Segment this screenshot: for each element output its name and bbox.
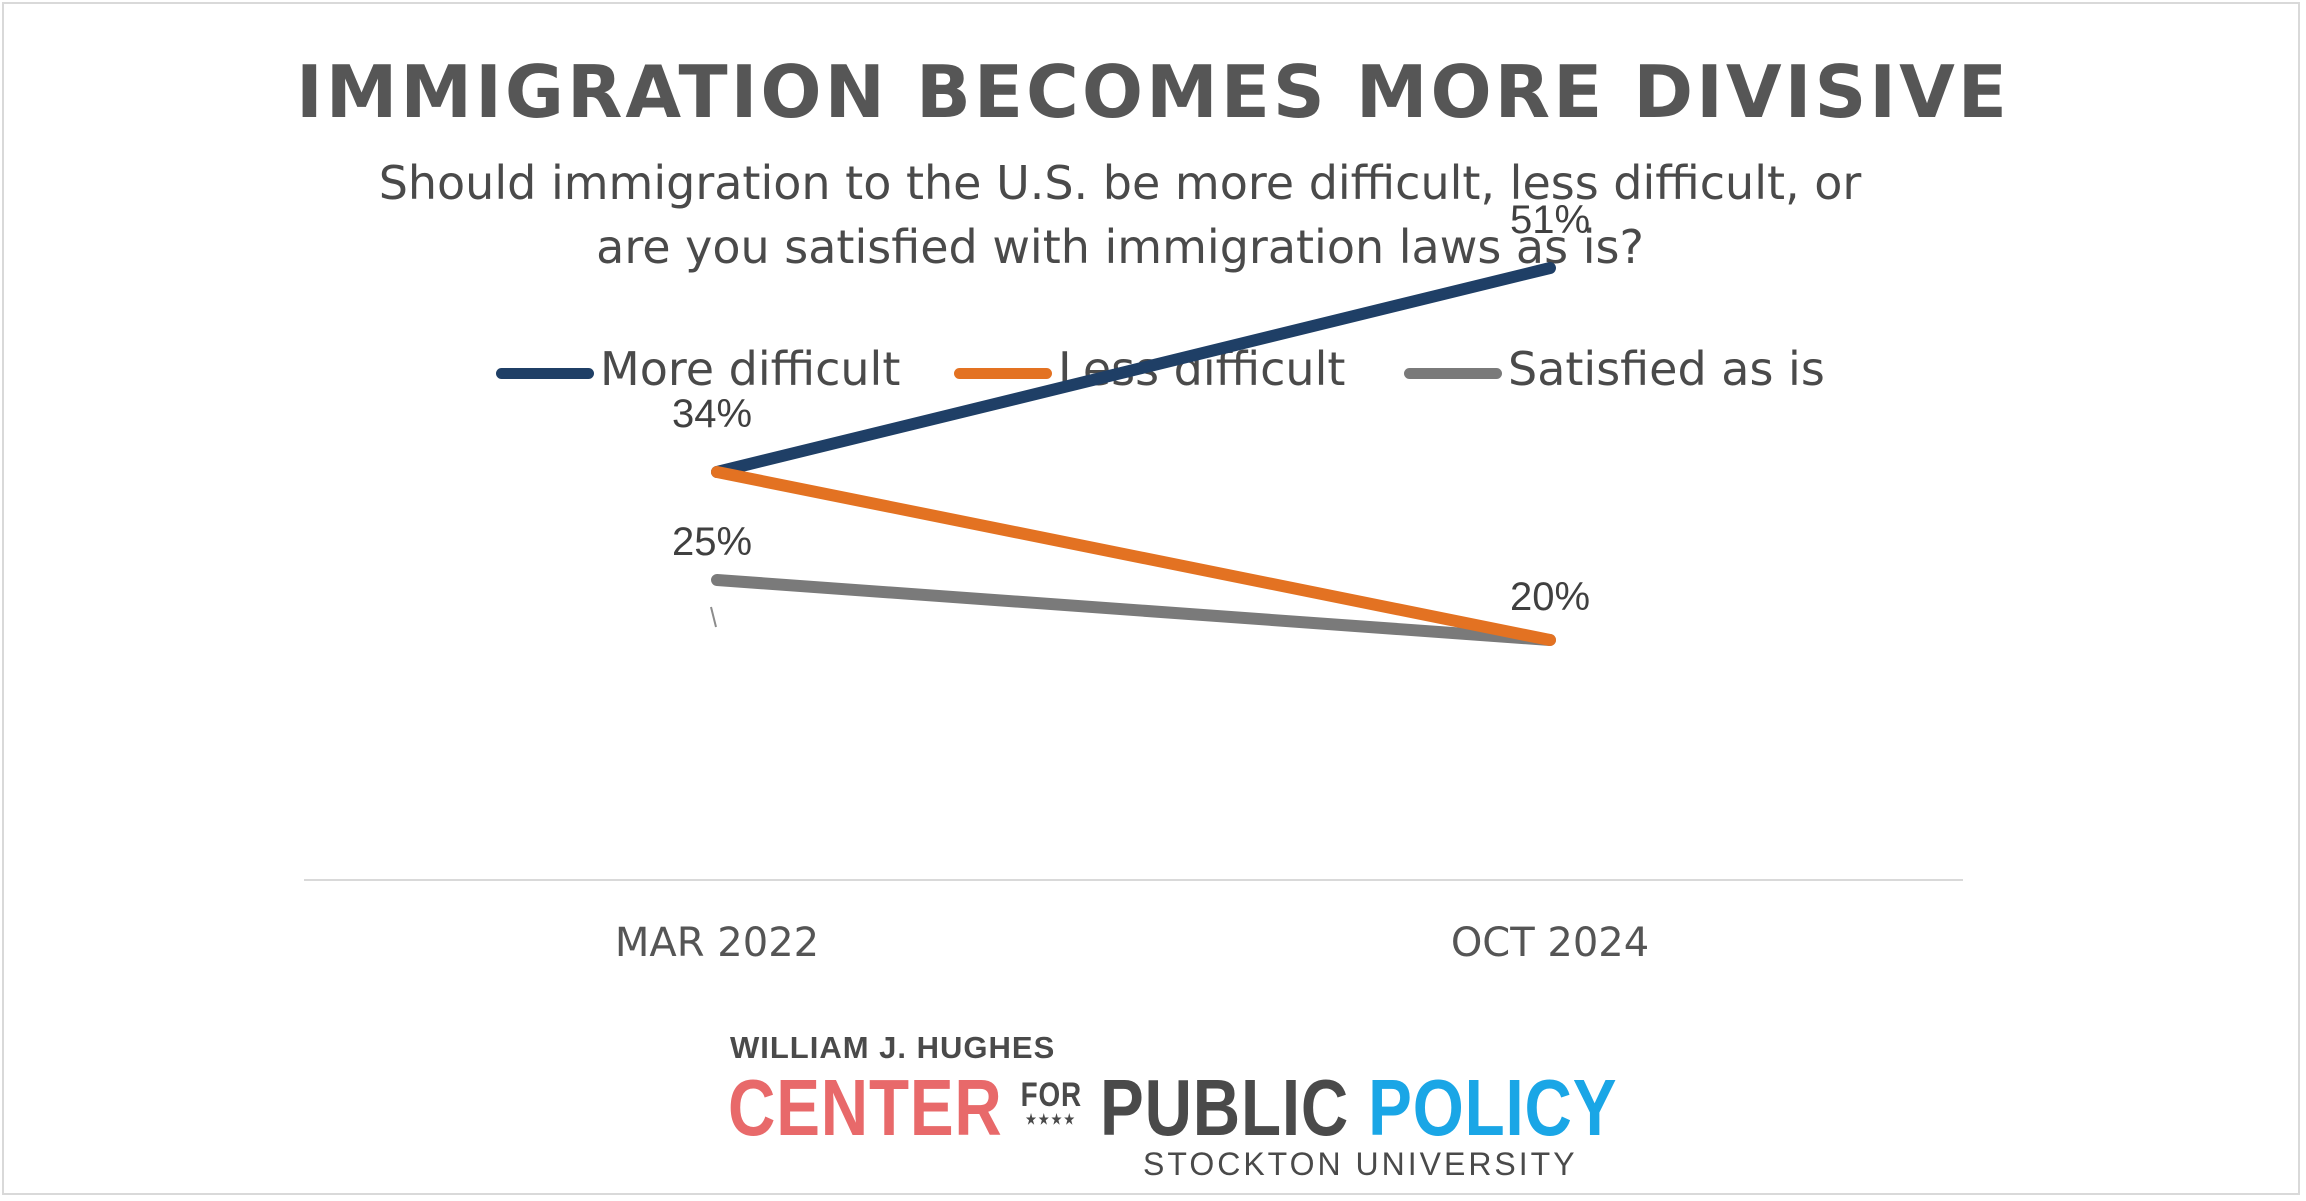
chart-title: IMMIGRATION BECOMES MORE DIVISIVE xyxy=(295,50,2010,134)
logo-main: CENTER FOR ★★★★ PUBLIC POLICY xyxy=(728,1062,1617,1154)
x-tick-label-oct-2024: OCT 2024 xyxy=(1451,920,1649,966)
data-label-satisfied-as-is-mar-2022: 25% xyxy=(672,520,752,564)
series-line-less-difficult xyxy=(711,466,1556,646)
logo-for-stars: ★★★★ xyxy=(1025,1111,1077,1127)
legend-label-more-difficult: More difficult xyxy=(600,342,901,396)
series-line-more-difficult xyxy=(711,262,1556,478)
label-leader-line xyxy=(710,606,717,628)
legend-swatch-less-difficult xyxy=(954,368,1052,379)
data-label-less-difficult-oct-2024: 20% xyxy=(1510,575,1590,619)
logo-line-1: WILLIAM J. HUGHES xyxy=(730,1030,1056,1065)
x-tick-label-mar-2022: MAR 2022 xyxy=(615,920,819,966)
logo-policy: POLICY xyxy=(1368,1063,1618,1152)
data-label-more-difficult-oct-2024: 51% xyxy=(1510,198,1590,242)
logo-public: PUBLIC xyxy=(1100,1063,1350,1152)
data-label-more-difficult-mar-2022: 34% xyxy=(672,392,752,436)
logo-center: CENTER xyxy=(728,1063,1003,1152)
legend-label-satisfied-as-is: Satisfied as is xyxy=(1508,342,1825,396)
chart-subtitle-line-2: are you satisfied with immigration laws … xyxy=(596,220,1644,274)
logo-for-text: FOR xyxy=(1020,1076,1082,1114)
logo-line-3: STOCKTON UNIVERSITY xyxy=(1143,1146,1578,1182)
series-line-satisfied-as-is xyxy=(711,574,1556,646)
logo-for: FOR ★★★★ xyxy=(1021,1078,1082,1126)
chart-subtitle-line-1: Should immigration to the U.S. be more d… xyxy=(378,156,1862,210)
legend-swatch-more-difficult xyxy=(496,368,594,379)
legend-swatch-satisfied-as-is xyxy=(1404,368,1502,379)
